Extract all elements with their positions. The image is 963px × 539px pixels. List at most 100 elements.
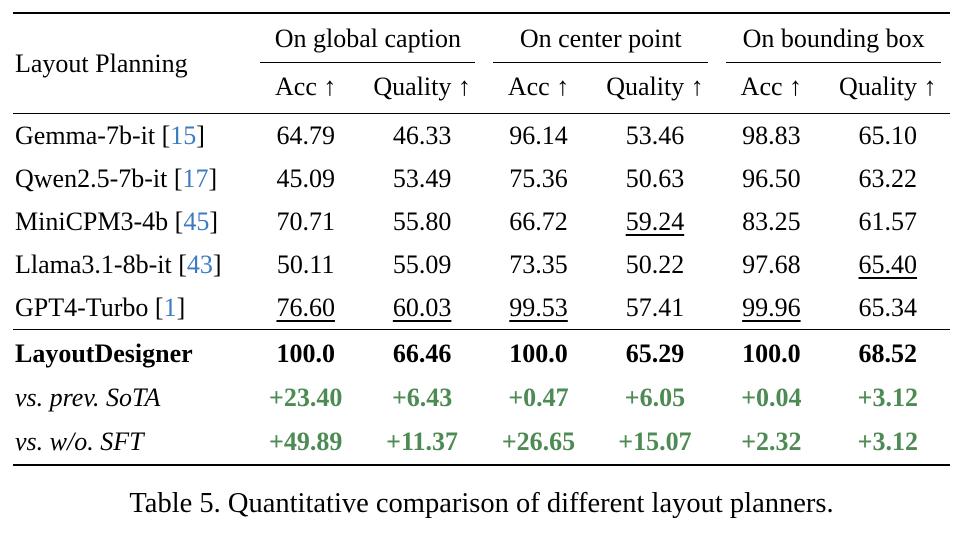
value-cell: +23.40 bbox=[269, 383, 343, 412]
column-header-quality: Quality ↑ bbox=[825, 63, 950, 114]
table-row: vs. w/o. SFT +49.89 +11.37 +26.65 +15.07 +2.3… bbox=[13, 420, 950, 465]
citation-bracket: ] bbox=[208, 163, 218, 193]
value-cell: +15.07 bbox=[618, 427, 692, 456]
value-cell: 64.79 bbox=[276, 120, 335, 150]
column-header-acc: Acc ↑ bbox=[717, 63, 826, 114]
citation-bracket: ] bbox=[212, 249, 222, 279]
citation-bracket: ] bbox=[176, 292, 186, 322]
column-header-quality: Quality ↑ bbox=[359, 63, 485, 114]
citation-bracket: [ bbox=[171, 249, 187, 279]
table-header: Layout Planning On global caption On cen… bbox=[13, 13, 950, 114]
baseline-rows: Gemma-7b-it [15] 64.79 46.33 96.14 53.46 98.8… bbox=[13, 114, 950, 330]
model-name: Qwen2.5-7b-it bbox=[15, 163, 168, 193]
paper-page: Layout Planning On global caption On cen… bbox=[13, 12, 950, 519]
model-name: Llama3.1-8b-it bbox=[15, 249, 172, 279]
value-cell: +6.05 bbox=[624, 383, 686, 412]
value-cell: 66.46 bbox=[359, 329, 485, 376]
table-row: LayoutDesigner 100.0 66.46 100.0 65.29 100.0 6… bbox=[13, 329, 950, 376]
value-cell: +0.47 bbox=[508, 383, 569, 412]
value-cell: 83.25 bbox=[742, 206, 801, 236]
model-name: vs. prev. SoTA bbox=[15, 383, 161, 412]
row-label: vs. prev. SoTA bbox=[13, 376, 251, 420]
value-cell: +11.37 bbox=[386, 427, 459, 456]
citation-bracket: [ bbox=[155, 120, 171, 150]
value-cell: 98.83 bbox=[742, 120, 801, 150]
table-row: Llama3.1-8b-it [43] 50.11 55.09 73.35 50.22 9… bbox=[13, 243, 950, 286]
citation-link[interactable]: 15 bbox=[170, 120, 197, 150]
value-cell: 65.29 bbox=[592, 329, 718, 376]
table-row: Qwen2.5-7b-it [17] 45.09 53.49 75.36 50.63 96… bbox=[13, 157, 950, 200]
value-cell: +26.65 bbox=[501, 427, 576, 456]
value-cell: 66.72 bbox=[509, 206, 568, 236]
row-label: Llama3.1-8b-it [43] bbox=[13, 243, 251, 286]
value-cell: 99.53 bbox=[484, 286, 592, 330]
column-header-acc: Acc ↑ bbox=[251, 63, 360, 114]
group-header-center-point: On center point bbox=[484, 13, 717, 63]
model-name: MiniCPM3-4b bbox=[15, 206, 169, 236]
citation-link[interactable]: 43 bbox=[186, 249, 213, 279]
value-cell: 50.11 bbox=[276, 249, 335, 279]
underlined-value: 60.03 bbox=[392, 292, 452, 322]
value-cell: 65.10 bbox=[858, 120, 918, 150]
value-cell: 96.50 bbox=[742, 163, 801, 193]
citation-link[interactable]: 1 bbox=[163, 292, 177, 322]
model-name: vs. w/o. SFT bbox=[15, 427, 144, 456]
citation-bracket: ] bbox=[209, 206, 218, 236]
model-name: Gemma-7b-it bbox=[15, 120, 156, 150]
value-cell: 100.0 bbox=[484, 329, 593, 376]
value-cell: +0.04 bbox=[741, 383, 802, 412]
layout-planning-table: Layout Planning On global caption On cen… bbox=[13, 12, 950, 466]
row-label: LayoutDesigner bbox=[13, 329, 252, 376]
value-cell: +3.12 bbox=[857, 383, 918, 412]
citation-bracket: ] bbox=[196, 120, 205, 150]
citation-bracket: [ bbox=[168, 206, 184, 236]
value-cell: 68.52 bbox=[825, 329, 950, 376]
value-cell: 57.41 bbox=[625, 292, 685, 322]
underlined-value: 76.60 bbox=[276, 292, 335, 322]
citation-link[interactable]: 45 bbox=[183, 206, 210, 236]
citation-bracket: [ bbox=[148, 292, 164, 322]
value-cell: 55.09 bbox=[392, 249, 452, 279]
row-label: Qwen2.5-7b-it [17] bbox=[13, 157, 251, 200]
value-cell: 55.80 bbox=[392, 206, 452, 236]
group-label: On center point bbox=[493, 23, 709, 63]
value-cell: +6.43 bbox=[391, 383, 453, 412]
value-cell: 99.96 bbox=[717, 286, 825, 330]
underlined-value: 99.96 bbox=[742, 292, 801, 322]
metric-header-row: Acc ↑ Quality ↑ Acc ↑ Quality ↑ Acc ↑ Qu… bbox=[13, 63, 950, 114]
group-label: On bounding box bbox=[726, 23, 941, 63]
value-cell: +2.32 bbox=[741, 427, 802, 456]
value-cell: 61.57 bbox=[858, 206, 918, 236]
value-cell: 73.35 bbox=[509, 249, 568, 279]
value-cell: 96.14 bbox=[509, 120, 568, 150]
value-cell: 53.46 bbox=[625, 120, 685, 150]
table-caption: Table 5. Quantitative comparison of diff… bbox=[129, 488, 834, 519]
row-label: MiniCPM3-4b [45] bbox=[13, 200, 251, 243]
value-cell: +3.12 bbox=[857, 427, 918, 456]
group-header-row: Layout Planning On global caption On cen… bbox=[13, 13, 950, 114]
value-cell: 100.0 bbox=[251, 329, 360, 376]
table-row: MiniCPM3-4b [45] 70.71 55.80 66.72 59.24 83.2… bbox=[13, 200, 950, 243]
underlined-value: 99.53 bbox=[509, 292, 568, 322]
value-cell: 50.63 bbox=[625, 163, 685, 193]
value-cell: +49.89 bbox=[269, 427, 343, 456]
value-cell: 46.33 bbox=[392, 120, 452, 150]
model-name: GPT4-Turbo bbox=[15, 292, 149, 322]
model-name: LayoutDesigner bbox=[15, 339, 193, 368]
group-header-global-caption: On global caption bbox=[251, 13, 484, 63]
value-cell: 63.22 bbox=[858, 163, 918, 193]
value-cell: 75.36 bbox=[509, 163, 568, 193]
citation-bracket: [ bbox=[167, 163, 183, 193]
underlined-value: 59.24 bbox=[625, 206, 685, 236]
summary-rows: LayoutDesigner 100.0 66.46 100.0 65.29 100.0 6… bbox=[13, 329, 950, 466]
value-cell: 65.34 bbox=[858, 292, 918, 322]
table-row: vs. prev. SoTA +23.40 +6.43 +0.47 +6.05 +0.04… bbox=[13, 376, 950, 420]
citation-link[interactable]: 17 bbox=[182, 163, 209, 193]
value-cell: 65.40 bbox=[826, 243, 950, 286]
value-cell: 53.49 bbox=[392, 163, 452, 193]
group-label: On global caption bbox=[260, 23, 476, 63]
value-cell: 100.0 bbox=[717, 329, 826, 376]
row-label: vs. w/o. SFT bbox=[13, 420, 251, 465]
column-header-quality: Quality ↑ bbox=[592, 63, 718, 114]
value-cell: 50.22 bbox=[625, 249, 685, 279]
